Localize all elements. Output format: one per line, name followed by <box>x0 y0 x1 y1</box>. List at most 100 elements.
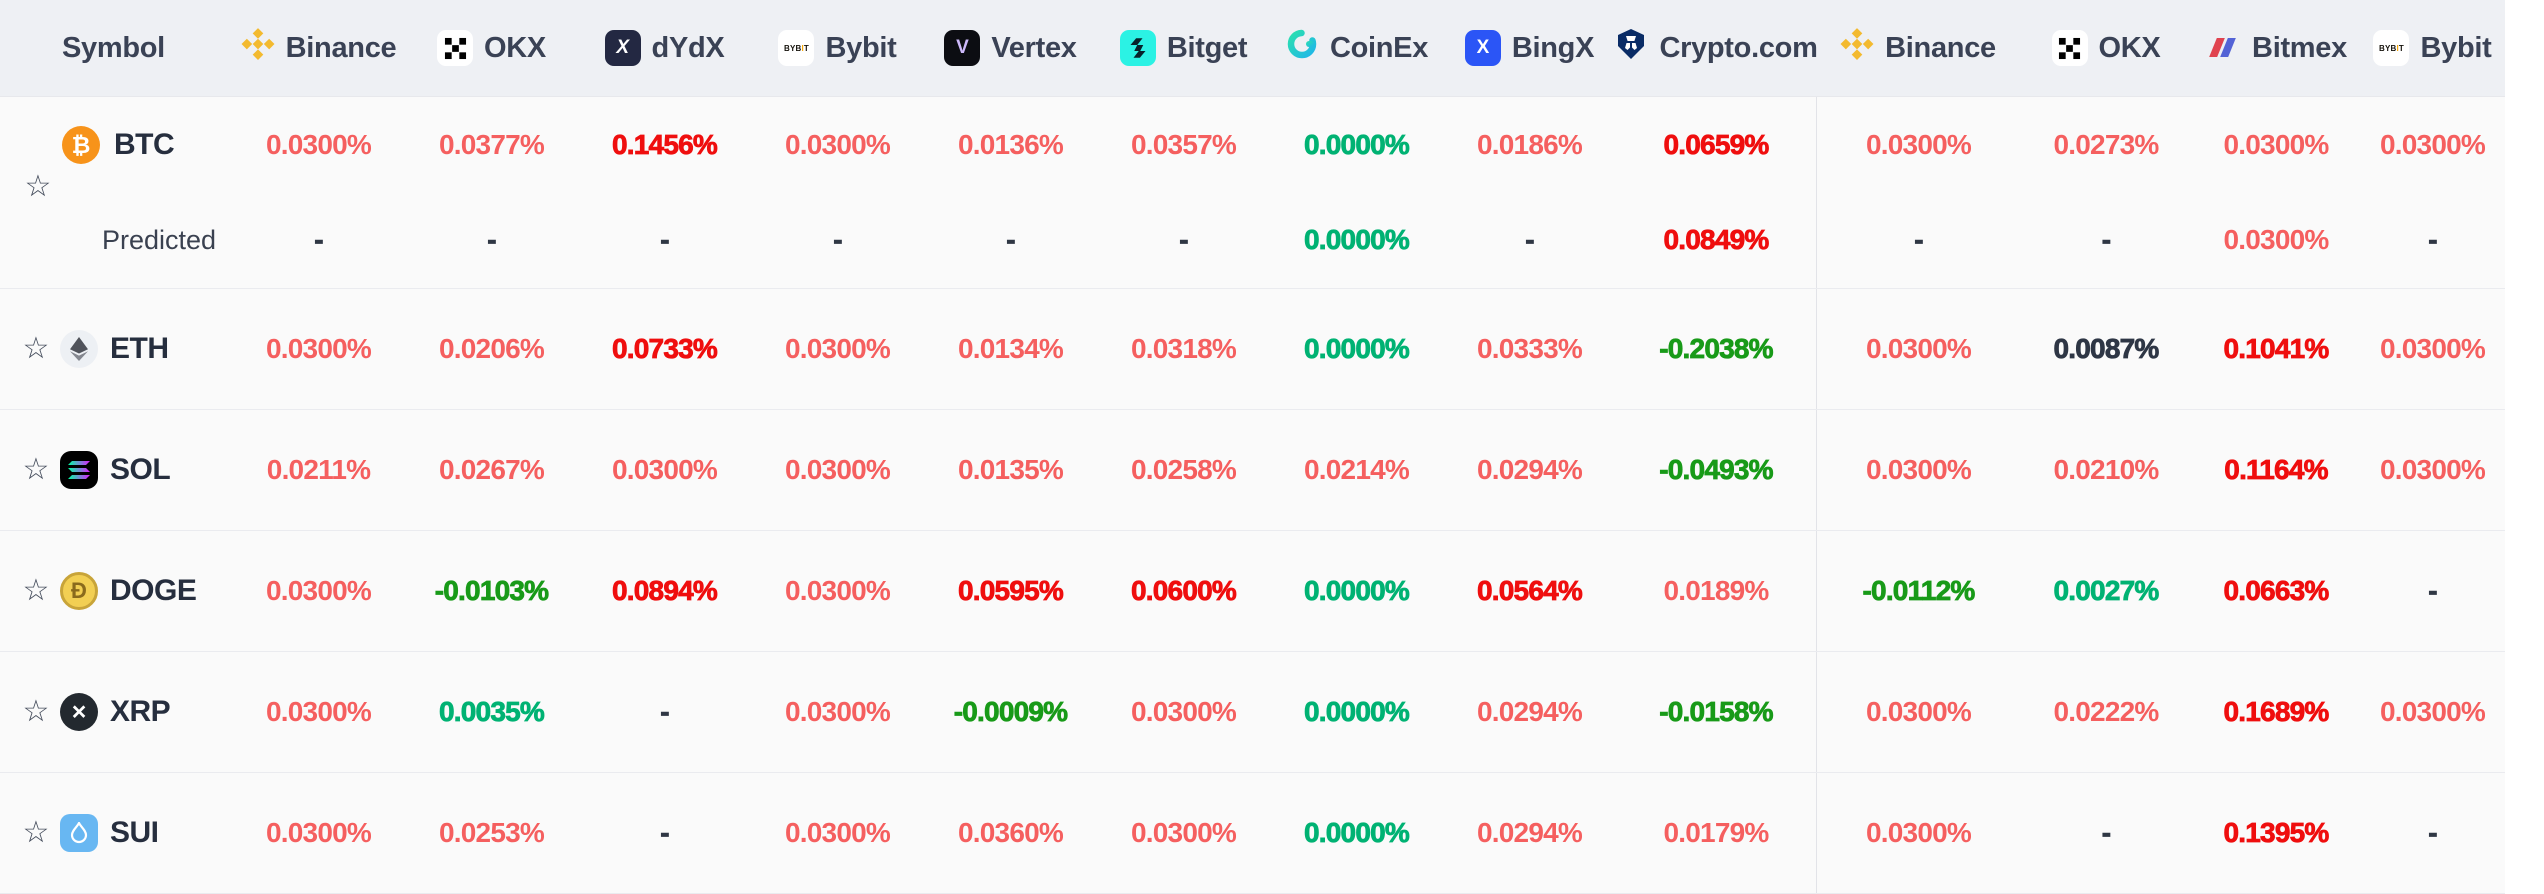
column-header-bitmex[interactable]: Bitmex <box>2192 30 2360 66</box>
column-header-bybit[interactable]: BYB I T Bybit <box>751 30 924 66</box>
okx-icon <box>437 30 474 66</box>
symbol-label: SUI <box>110 816 159 849</box>
column-header-symbol[interactable]: Symbol <box>62 31 165 64</box>
symbol-cell[interactable]: ☆ Ð DOGE <box>0 531 232 651</box>
doge-icon: Ð <box>60 572 98 610</box>
symbol-cell[interactable]: ☆ ETH <box>0 289 232 409</box>
funding-rate-column-cell: 0.0000% 0.0000% <box>1270 97 1443 288</box>
funding-rate-cell: 0.0179% <box>1663 817 1770 848</box>
predicted-rate-cell: - <box>2101 224 2111 256</box>
funding-rate-cell: 0.0333% <box>1477 333 1583 364</box>
bybit-icon: BYB I T <box>2373 30 2410 66</box>
favorite-star-icon[interactable]: ☆ <box>22 694 50 729</box>
binance-icon <box>1840 27 1874 69</box>
column-header-coinex[interactable]: CoinEx <box>1270 27 1443 69</box>
predicted-rate-cell: - <box>833 224 843 256</box>
column-header-label: OKX <box>2098 31 2161 64</box>
funding-rate-cell: -0.0103% <box>434 575 549 607</box>
bitmex-icon <box>2205 30 2241 66</box>
table-row-xrp: ☆ × XRP 0.0300% 0.0035% - 0.0300% -0.0009% 0.030… <box>0 652 2505 773</box>
funding-rate-cell: 0.0267% <box>439 454 545 485</box>
predicted-rate-cell: - <box>1006 224 1016 256</box>
funding-rate-cell: 0.0294% <box>1477 817 1583 848</box>
column-header-bybit[interactable]: BYB I T Bybit <box>2360 30 2505 66</box>
symbol-cell[interactable]: ☆ SUI <box>0 773 232 893</box>
funding-rate-cell: -0.0158% <box>1659 696 1774 728</box>
table-row-eth: ☆ ETH 0.0300% 0.0206% 0.0733% 0.0300% 0.0134% 0… <box>0 289 2505 410</box>
funding-rate-cell: 0.1689% <box>2223 696 2330 728</box>
funding-rate-column-cell: 0.0659% 0.0849% <box>1616 97 1816 288</box>
column-header-okx[interactable]: OKX <box>2020 30 2192 66</box>
funding-rate-cell: 0.0258% <box>1131 454 1237 485</box>
funding-rate-cell: 0.0357% <box>1131 128 1237 160</box>
funding-rate-column-cell: 0.0300% - <box>751 97 924 288</box>
column-header-label: Crypto.com <box>1659 31 1818 64</box>
funding-rate-cell: 0.0300% <box>266 696 372 727</box>
predicted-rate-cell: - <box>314 224 324 256</box>
funding-rate-column-cell: 0.0273% - <box>2020 97 2192 288</box>
bybit-icon: BYB I T <box>778 30 815 66</box>
column-header-label: dYdX <box>651 31 725 64</box>
funding-rate-cell: 0.0360% <box>958 817 1064 848</box>
funding-rate-cell: - <box>660 817 670 849</box>
column-header-binance[interactable]: Binance <box>1816 27 2020 69</box>
favorite-star-icon[interactable]: ☆ <box>24 169 52 204</box>
symbol-cell[interactable]: ☆ × XRP <box>0 652 232 772</box>
funding-rate-cell: 0.0211% <box>266 454 371 485</box>
predicted-rate-cell: 0.0849% <box>1663 224 1770 256</box>
column-header-okx[interactable]: OKX <box>405 30 578 66</box>
favorite-star-icon[interactable]: ☆ <box>22 815 50 850</box>
column-header-label: Bitmex <box>2252 31 2347 64</box>
funding-rate-cell: 0.0600% <box>1131 575 1238 607</box>
funding-rate-column-cell: 0.0357% - <box>1097 97 1270 288</box>
column-header-label: CoinEx <box>1329 31 1429 64</box>
funding-rate-cell: 0.0300% <box>1816 773 2020 893</box>
funding-rate-cell: 0.0377% <box>439 128 545 160</box>
column-header-bitget[interactable]: Bitget <box>1097 30 1270 66</box>
funding-rate-cell: 0.0663% <box>2223 575 2330 607</box>
column-header-label: OKX <box>484 31 546 64</box>
funding-rate-cell: 0.0300% <box>785 333 891 364</box>
favorite-star-icon[interactable]: ☆ <box>22 452 50 487</box>
funding-rate-cell: 0.0300% <box>1816 410 2020 530</box>
column-header-vertex[interactable]: V Vertex <box>924 30 1097 66</box>
symbol-cell[interactable]: ₿ BTC ☆ Predicted <box>0 97 232 288</box>
funding-rate-cell: 0.0273% <box>2053 128 2160 160</box>
table-row-btc: ₿ BTC ☆ Predicted 0.0300% -0.0377% -0.1456% -0.… <box>0 97 2505 289</box>
funding-rate-cell: 0.0000% <box>1304 696 1411 728</box>
funding-rate-column-cell: 0.0136% - <box>924 97 1097 288</box>
favorite-star-icon[interactable]: ☆ <box>22 573 50 608</box>
favorite-star-icon[interactable]: ☆ <box>22 331 50 366</box>
funding-rate-cell: 0.0659% <box>1663 128 1770 160</box>
funding-rate-column-cell: 0.0300% 0.0300% <box>2192 97 2360 288</box>
column-header-bingx[interactable]: X BingX <box>1443 30 1616 66</box>
predicted-rate-cell: - <box>1525 224 1535 256</box>
column-header-label: Bybit <box>2420 31 2492 64</box>
column-header-label: Vertex <box>991 31 1077 64</box>
funding-rate-cell: 0.0300% <box>2380 333 2486 364</box>
funding-rate-cell: 0.0300% <box>1816 289 2020 409</box>
funding-rate-cell: -0.0493% <box>1659 454 1774 486</box>
column-header-binance[interactable]: Binance <box>232 27 405 69</box>
funding-rate-cell: - <box>2428 575 2438 607</box>
funding-rate-cell: 0.0253% <box>439 817 545 848</box>
funding-rate-cell: 0.0136% <box>958 128 1064 160</box>
dydx-icon: X <box>604 30 641 66</box>
symbol-cell[interactable]: ☆ SOL <box>0 410 232 530</box>
funding-rate-cell: 0.0595% <box>958 575 1065 607</box>
funding-rate-cell: 0.0300% <box>785 454 891 485</box>
btc-icon: ₿ <box>62 126 100 164</box>
funding-rate-cell: 0.0300% <box>2223 128 2330 160</box>
column-header-label: BingX <box>1511 31 1595 64</box>
table-row-sui: ☆ SUI 0.0300% 0.0253% - 0.0300% 0.0360% 0.0300%… <box>0 773 2505 894</box>
column-header-label: Bitget <box>1166 31 1248 64</box>
column-header-crypto-com[interactable]: Crypto.com <box>1616 27 1818 69</box>
funding-rate-cell: 0.0189% <box>1663 575 1770 606</box>
funding-rate-cell: -0.0009% <box>953 696 1068 728</box>
funding-rate-cell: 0.1164% <box>2224 454 2329 486</box>
predicted-rate-cell: 0.0300% <box>2223 224 2330 256</box>
funding-rate-cell: 0.0087% <box>2053 333 2160 365</box>
funding-rate-column-cell: 0.0300% - <box>1816 97 2020 288</box>
